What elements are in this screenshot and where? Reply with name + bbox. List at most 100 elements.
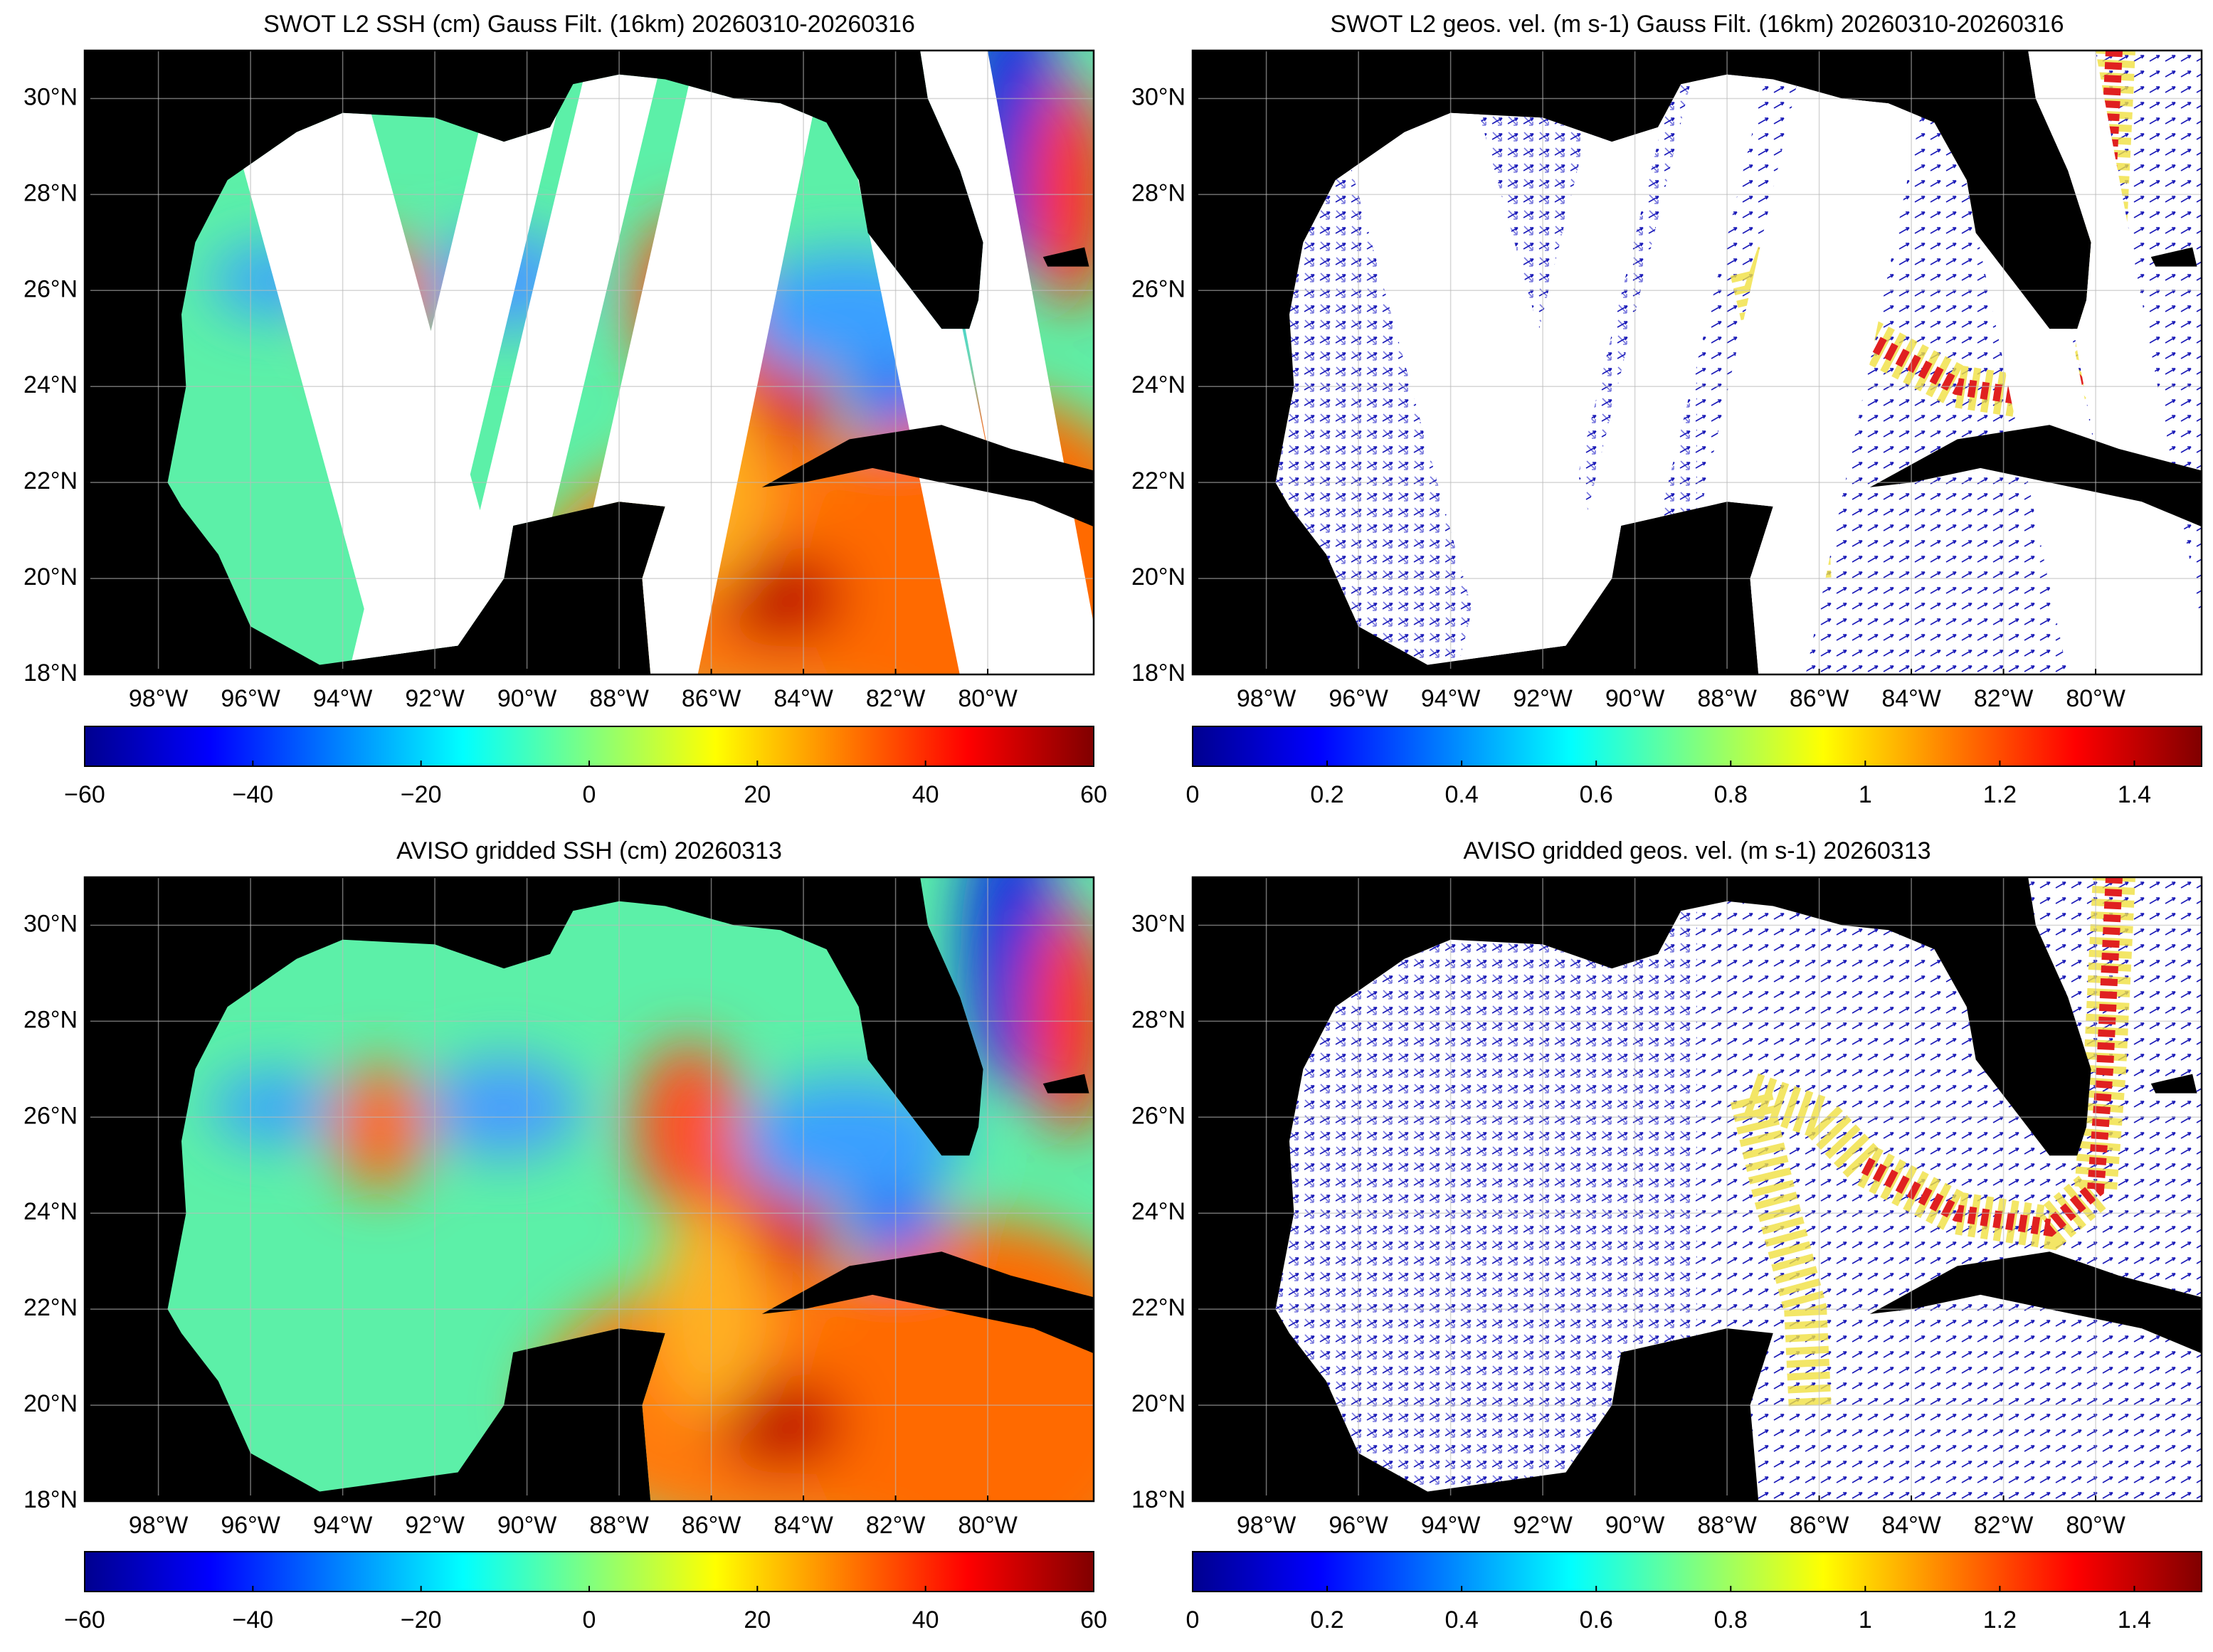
colorbar-tick-label: 20 bbox=[744, 781, 771, 808]
colorbar-tick-label: −60 bbox=[64, 1606, 105, 1634]
y-tick-label: 26°N bbox=[23, 275, 78, 302]
x-tick-label: 80°W bbox=[958, 685, 1018, 712]
y-tick-label: 28°N bbox=[1131, 179, 1185, 206]
y-tick-label: 28°N bbox=[23, 1006, 78, 1033]
colorbar-tick-label: 0.4 bbox=[1445, 1606, 1479, 1634]
y-tick-label: 28°N bbox=[1131, 1006, 1185, 1033]
y-tick-label: 18°N bbox=[23, 1486, 78, 1513]
colorbar-tick-label: 0 bbox=[583, 1606, 596, 1634]
colorbar-tick-label: 60 bbox=[1080, 1606, 1107, 1634]
x-tick-label: 88°W bbox=[1697, 1512, 1757, 1539]
cuba bbox=[1869, 425, 2202, 527]
colorbar-scale bbox=[1192, 726, 2202, 767]
y-tick-label: 18°N bbox=[1131, 660, 1185, 687]
colorbar-tick-label: 1.2 bbox=[1983, 1606, 2017, 1634]
y-tick-label: 20°N bbox=[1131, 563, 1185, 591]
x-tick-label: 96°W bbox=[1329, 1512, 1388, 1539]
colorbar-tick-label: 40 bbox=[912, 1606, 939, 1634]
colorbar-tick-label: 0.2 bbox=[1310, 1606, 1343, 1634]
x-tick-label: 90°W bbox=[1605, 685, 1665, 712]
map: 98°W 96°W 94°W 92°W 90°W 88°W 86°W 84°W 82°W 80°W… bbox=[1131, 49, 2203, 712]
colorbar-tick-label: 0.2 bbox=[1310, 781, 1343, 808]
x-tick-label: 84°W bbox=[1881, 685, 1941, 712]
colorbar-tick-label: 0.6 bbox=[1580, 1606, 1613, 1634]
x-tick-label: 92°W bbox=[405, 1512, 465, 1539]
x-tick-label: 82°W bbox=[1974, 1512, 2034, 1539]
map-frame bbox=[83, 876, 1095, 1503]
colorbar-tick-label: −20 bbox=[401, 1606, 442, 1634]
colorbar-tick-label: 1 bbox=[1859, 1606, 1872, 1634]
x-tick-label: 84°W bbox=[1881, 1512, 1941, 1539]
x-tick-label: 80°W bbox=[2066, 685, 2125, 712]
colorbar-tick-label: −60 bbox=[64, 781, 105, 808]
colorbar-tick-label: 60 bbox=[1080, 781, 1107, 808]
bahamas bbox=[2150, 1074, 2197, 1094]
x-tick-label: 86°W bbox=[1790, 1512, 1849, 1539]
bahamas bbox=[1042, 1074, 1089, 1094]
colorbar-tick-label: 1 bbox=[1859, 781, 1872, 808]
cuba bbox=[761, 1251, 1094, 1354]
x-tick-label: 82°W bbox=[866, 685, 926, 712]
colorbar-scale bbox=[84, 726, 1094, 767]
y-tick-label: 20°N bbox=[23, 1390, 78, 1417]
y-tick-label: 20°N bbox=[23, 563, 78, 591]
map-frame bbox=[1191, 49, 2203, 676]
x-tick-label: 90°W bbox=[1605, 1512, 1665, 1539]
cuba bbox=[761, 425, 1094, 527]
y-tick-label: 24°N bbox=[1131, 1198, 1185, 1225]
x-tick-label: 82°W bbox=[1974, 685, 2034, 712]
colorbar-tick-label: 20 bbox=[744, 1606, 771, 1634]
colorbar: 0 0.2 0.4 0.6 0.8 1 1.2 1.4 bbox=[1186, 726, 2202, 808]
x-tick-label: 90°W bbox=[497, 1512, 557, 1539]
colorbar-tick-label: −20 bbox=[401, 781, 442, 808]
y-tick-label: 26°N bbox=[1131, 275, 1185, 302]
map: 98°W 96°W 94°W 92°W 90°W 88°W 86°W 84°W 82°W 80°W… bbox=[23, 49, 1095, 712]
x-tick-label: 96°W bbox=[1329, 685, 1388, 712]
y-tick-label: 22°N bbox=[1131, 467, 1185, 494]
x-tick-label: 84°W bbox=[773, 685, 833, 712]
x-tick-label: 94°W bbox=[1421, 1512, 1481, 1539]
x-tick-label: 96°W bbox=[221, 1512, 280, 1539]
y-tick-label: 30°N bbox=[23, 910, 78, 937]
x-tick-label: 94°W bbox=[313, 1512, 373, 1539]
x-tick-label: 86°W bbox=[682, 1512, 741, 1539]
x-tick-label: 80°W bbox=[2066, 1512, 2125, 1539]
x-tick-label: 82°W bbox=[866, 1512, 926, 1539]
y-tick-label: 18°N bbox=[1131, 1486, 1185, 1513]
colorbar: −60 −40 −20 0 20 40 60 bbox=[64, 1551, 1107, 1634]
colorbar-tick-label: 0.8 bbox=[1714, 1606, 1748, 1634]
bahamas bbox=[2150, 247, 2197, 267]
panel-title: SWOT L2 geos. vel. (m s-1) Gauss Filt. (… bbox=[1330, 11, 2064, 38]
y-tick-label: 30°N bbox=[23, 83, 78, 110]
panel-title: AVISO gridded geos. vel. (m s-1) 2026031… bbox=[1463, 837, 1931, 864]
cuba bbox=[1869, 1251, 2202, 1354]
colorbar-tick-label: 1.4 bbox=[2118, 781, 2151, 808]
colorbar-tick-label: 40 bbox=[912, 781, 939, 808]
y-tick-label: 24°N bbox=[23, 371, 78, 398]
colorbar-tick-label: −40 bbox=[232, 781, 273, 808]
y-tick-label: 24°N bbox=[23, 1198, 78, 1225]
x-tick-label: 92°W bbox=[1513, 1512, 1573, 1539]
colorbar-tick-label: 0.8 bbox=[1714, 781, 1748, 808]
x-tick-label: 80°W bbox=[958, 1512, 1018, 1539]
x-tick-label: 92°W bbox=[405, 685, 465, 712]
map: 98°W 96°W 94°W 92°W 90°W 88°W 86°W 84°W 82°W 80°W… bbox=[1131, 876, 2203, 1539]
panel-title: SWOT L2 SSH (cm) Gauss Filt. (16km) 2026… bbox=[263, 11, 915, 38]
x-tick-label: 86°W bbox=[1790, 685, 1849, 712]
x-tick-label: 88°W bbox=[1697, 685, 1757, 712]
y-tick-label: 26°N bbox=[1131, 1102, 1185, 1129]
colorbar-scale bbox=[1192, 1551, 2202, 1592]
x-tick-label: 90°W bbox=[497, 685, 557, 712]
map-frame bbox=[83, 49, 1095, 676]
y-tick-label: 22°N bbox=[23, 1294, 78, 1321]
x-tick-label: 98°W bbox=[129, 1512, 189, 1539]
x-tick-label: 84°W bbox=[773, 1512, 833, 1539]
y-tick-label: 20°N bbox=[1131, 1390, 1185, 1417]
panel-title: AVISO gridded SSH (cm) 20260313 bbox=[396, 837, 782, 864]
colorbar: 0 0.2 0.4 0.6 0.8 1 1.2 1.4 bbox=[1186, 1551, 2202, 1634]
y-tick-label: 26°N bbox=[23, 1102, 78, 1129]
x-tick-label: 94°W bbox=[1421, 685, 1481, 712]
colorbar-tick-label: 1.2 bbox=[1983, 781, 2017, 808]
colorbar-tick-label: 1.4 bbox=[2118, 1606, 2151, 1634]
